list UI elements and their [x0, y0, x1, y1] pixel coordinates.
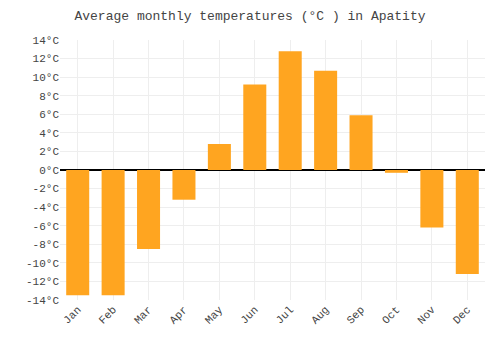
svg-text:Jun: Jun: [238, 304, 260, 326]
svg-text:4°C: 4°C: [39, 128, 59, 140]
svg-text:Apr: Apr: [167, 304, 189, 326]
svg-text:-4°C: -4°C: [33, 202, 60, 214]
svg-text:Mar: Mar: [132, 304, 154, 326]
svg-text:12°C: 12°C: [33, 53, 60, 65]
svg-text:-14°C: -14°C: [26, 295, 59, 307]
svg-text:Aug: Aug: [309, 304, 331, 326]
svg-text:-2°C: -2°C: [33, 183, 60, 195]
svg-text:Jul: Jul: [274, 304, 296, 326]
svg-text:Jan: Jan: [61, 304, 83, 326]
svg-text:-10°C: -10°C: [26, 258, 59, 270]
svg-text:Average monthly temperatures (: Average monthly temperatures (°C ) in Ap…: [74, 9, 425, 24]
svg-text:-8°C: -8°C: [33, 239, 60, 251]
svg-text:May: May: [203, 304, 226, 327]
svg-text:Dec: Dec: [451, 304, 473, 326]
svg-text:2°C: 2°C: [39, 146, 59, 158]
svg-text:Feb: Feb: [97, 304, 119, 326]
svg-text:Sep: Sep: [345, 304, 367, 326]
svg-text:-12°C: -12°C: [26, 276, 59, 288]
svg-text:8°C: 8°C: [39, 91, 59, 103]
svg-text:Nov: Nov: [415, 304, 438, 327]
svg-text:-6°C: -6°C: [33, 221, 60, 233]
svg-text:0°C: 0°C: [39, 165, 59, 177]
svg-text:Oct: Oct: [380, 304, 402, 326]
svg-text:6°C: 6°C: [39, 109, 59, 121]
svg-text:10°C: 10°C: [33, 72, 60, 84]
svg-text:14°C: 14°C: [33, 35, 60, 47]
